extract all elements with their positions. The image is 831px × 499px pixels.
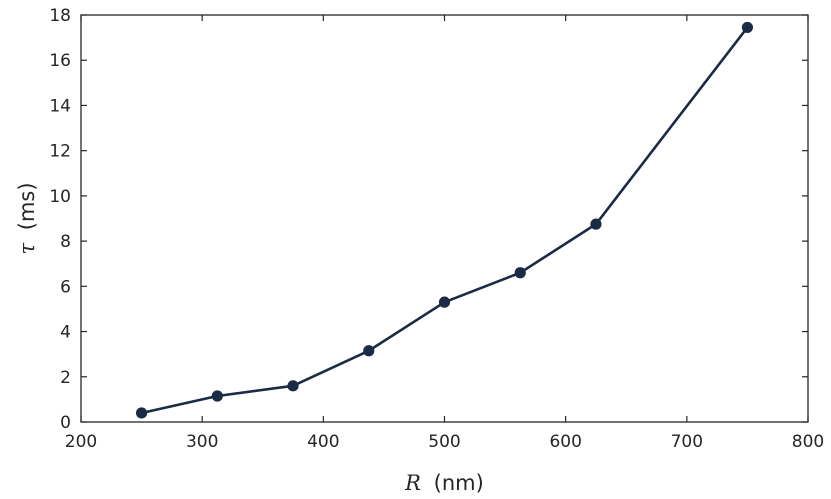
plot-area	[80, 14, 809, 423]
x-tick-label: 500	[428, 432, 460, 452]
y-tick-label: 12	[49, 142, 71, 162]
y-tick-label: 6	[60, 277, 71, 297]
y-tick-label: 18	[49, 6, 71, 26]
x-tick-label: 400	[307, 432, 339, 452]
x-axis-unit: (nm)	[434, 471, 484, 495]
x-axis-symbol: R	[404, 471, 421, 495]
series-group	[135, 21, 754, 419]
y-axis-symbol: τ	[15, 243, 39, 255]
data-point	[211, 390, 223, 402]
data-point	[741, 21, 754, 34]
data-point	[363, 345, 375, 357]
y-axis-label: τ (ms)	[15, 182, 39, 254]
y-tick-label: 14	[49, 96, 71, 116]
data-point	[135, 407, 148, 419]
y-tick-label: 10	[49, 187, 71, 207]
data-point	[514, 267, 526, 279]
y-tick-label: 8	[60, 232, 71, 252]
x-tick-label: 200	[65, 432, 97, 452]
data-point	[287, 380, 299, 392]
y-axis-unit: (ms)	[15, 182, 39, 230]
x-tick-label: 600	[549, 432, 581, 452]
y-tick-label: 16	[49, 51, 71, 71]
data-point	[590, 218, 602, 230]
y-axis: 0 2 4 6 8 10 12 14 16 18	[49, 6, 808, 433]
x-tick-label: 300	[186, 432, 218, 452]
x-axis: 200 300 400 500 600 700 800	[65, 15, 824, 452]
y-tick-label: 0	[60, 413, 71, 433]
data-point	[438, 296, 451, 308]
x-tick-label: 700	[671, 432, 703, 452]
y-tick-label: 2	[60, 368, 71, 388]
series-line	[141, 26, 749, 415]
y-tick-label: 4	[60, 323, 71, 343]
x-tick-label: 800	[792, 432, 824, 452]
x-axis-label: R (nm)	[404, 471, 484, 495]
